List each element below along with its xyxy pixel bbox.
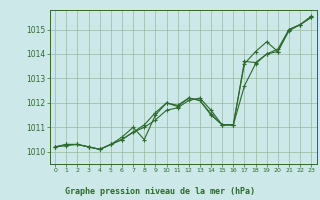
Text: Graphe pression niveau de la mer (hPa): Graphe pression niveau de la mer (hPa) <box>65 187 255 196</box>
